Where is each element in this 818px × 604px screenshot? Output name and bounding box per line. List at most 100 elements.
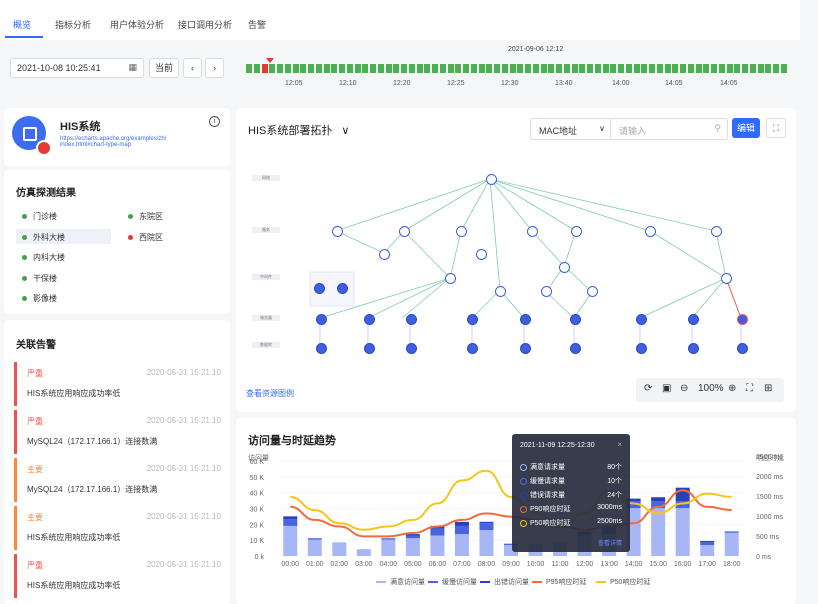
zoom-out-icon[interactable]: ⊖ <box>680 383 689 394</box>
legend-item[interactable]: P50响应时延 <box>596 577 650 587</box>
db-node[interactable] <box>520 343 531 354</box>
topology-node[interactable] <box>445 273 456 284</box>
sim-item[interactable]: 西院区 <box>128 232 163 243</box>
prev-button[interactable]: ‹ <box>183 58 202 78</box>
timeline-segment[interactable] <box>579 64 586 73</box>
timeline-segment[interactable] <box>602 64 609 73</box>
timeline-segment[interactable] <box>432 64 438 73</box>
timeline-segment[interactable] <box>501 64 508 73</box>
topology-node[interactable] <box>486 174 497 185</box>
timeline-segment[interactable] <box>424 64 431 73</box>
timeline-segment[interactable] <box>703 64 710 73</box>
timeline-segment[interactable] <box>672 64 679 73</box>
sim-item[interactable]: 东院区 <box>128 211 163 222</box>
timeline-segment[interactable] <box>718 64 725 73</box>
search-input[interactable]: 请输入 ⚲ <box>610 118 728 140</box>
server-node[interactable] <box>737 314 748 325</box>
sim-item[interactable]: 内科大楼 <box>22 252 65 263</box>
timeline-segment[interactable] <box>277 64 283 73</box>
legend-item[interactable]: 出错访问量 <box>480 577 529 587</box>
expand-icon[interactable]: ⛶ <box>746 383 753 394</box>
tab-user-experience[interactable]: 用户体验分析 <box>110 20 165 30</box>
tab-api-calls[interactable]: 接口调用分析 <box>178 20 233 30</box>
timeline-segment[interactable] <box>478 64 485 73</box>
timeline-segment[interactable] <box>680 64 686 73</box>
server-node[interactable] <box>364 314 375 325</box>
timeline-segment[interactable] <box>447 64 454 73</box>
now-button[interactable]: 当前 <box>149 58 179 78</box>
timeline-segment[interactable] <box>308 64 314 73</box>
timeline-segment[interactable] <box>749 64 756 73</box>
timeline-segment[interactable] <box>494 64 500 73</box>
topology-node[interactable] <box>559 262 570 273</box>
topology-node[interactable] <box>541 286 552 297</box>
legend-item[interactable]: 缓慢访问量 <box>428 577 477 587</box>
legend-item[interactable]: 满意访问量 <box>376 577 425 587</box>
timeline-segment[interactable] <box>439 64 446 73</box>
topology-node[interactable] <box>587 286 598 297</box>
timeline-segment[interactable] <box>269 64 276 73</box>
db-node[interactable] <box>570 343 581 354</box>
system-url[interactable]: https://echarts.apache.org/examples/zh/ … <box>60 136 166 148</box>
server-node[interactable] <box>688 314 699 325</box>
close-icon[interactable]: × <box>617 440 622 449</box>
db-node[interactable] <box>467 343 478 354</box>
db-node[interactable] <box>406 343 417 354</box>
timeline-segment[interactable] <box>323 64 330 73</box>
grid-icon[interactable]: ⊞ <box>764 383 773 394</box>
timeline-segment[interactable] <box>377 64 384 73</box>
timeline-segment[interactable] <box>486 64 493 73</box>
tab-overview[interactable]: 概览 <box>13 20 32 30</box>
topology-node[interactable] <box>379 249 390 260</box>
timeline-segment[interactable] <box>625 64 632 73</box>
timeline-segment[interactable] <box>633 64 640 73</box>
sim-item[interactable]: 影像楼 <box>22 293 57 304</box>
timeline-segment[interactable] <box>370 64 376 73</box>
timeline-segment[interactable] <box>385 64 392 73</box>
sim-item[interactable]: 外科大楼 <box>22 232 65 243</box>
timeline-segment[interactable] <box>664 64 671 73</box>
timeline-segment[interactable] <box>246 64 252 73</box>
db-node[interactable] <box>316 343 327 354</box>
timeline-segment[interactable] <box>563 64 570 73</box>
server-node[interactable] <box>636 314 647 325</box>
topology-node[interactable] <box>495 286 506 297</box>
timeline-segment[interactable] <box>556 64 562 73</box>
alert-item[interactable]: 严重 2020-05-21 15:21:10 HIS系统应用响应成功率低 <box>14 362 225 406</box>
timeline-segment[interactable] <box>261 64 268 73</box>
timeline-segment[interactable] <box>532 64 539 73</box>
timeline-segment[interactable] <box>618 64 624 73</box>
timeline-segment[interactable] <box>571 64 578 73</box>
timeline-segment[interactable] <box>509 64 516 73</box>
tab-metrics[interactable]: 指标分析 <box>55 20 92 30</box>
timeline-segment[interactable] <box>641 64 648 73</box>
server-node[interactable] <box>316 314 327 325</box>
timeline-segment[interactable] <box>346 64 353 73</box>
timeline-segment[interactable] <box>656 64 663 73</box>
timeline-segment[interactable] <box>742 64 748 73</box>
server-node[interactable] <box>406 314 417 325</box>
timeline-segment[interactable] <box>253 64 260 73</box>
timeline-segment[interactable] <box>362 64 369 73</box>
refresh-icon[interactable]: ⟳ <box>644 383 653 394</box>
db-node[interactable] <box>688 343 699 354</box>
timeline-segment[interactable] <box>649 64 655 73</box>
timeline-bar[interactable] <box>246 64 788 74</box>
timeline-segment[interactable] <box>331 64 338 73</box>
timeline-segment[interactable] <box>300 64 307 73</box>
timeline-segment[interactable] <box>393 64 400 73</box>
topology-title[interactable]: HIS系统部署拓扑 ∨ <box>248 122 349 138</box>
alert-item[interactable]: 主要 2020-05-21 15:21:10 MySQL24（172.17.16… <box>14 458 225 502</box>
resource-legend-link[interactable]: 查看资源图例 <box>246 389 294 398</box>
timeline-segment[interactable] <box>416 64 423 73</box>
mac-select[interactable]: MAC地址 ∨ <box>530 118 612 140</box>
tooltip-detail-link[interactable]: 查看详情 <box>597 541 622 547</box>
timeline-segment[interactable] <box>610 64 617 73</box>
timeline-segment[interactable] <box>773 64 779 73</box>
trend-chart[interactable]: 60 K 50 K 40 K 30 K 20 K 10 K 0 k 2500 ms 2000 m… <box>236 418 796 604</box>
fit-view-icon[interactable]: ▣ <box>662 383 672 394</box>
topology-node[interactable] <box>399 226 410 237</box>
timeline-segment[interactable] <box>401 64 407 73</box>
timeline-segment[interactable] <box>408 64 415 73</box>
fullscreen-icon[interactable]: ⛶ <box>766 118 786 138</box>
